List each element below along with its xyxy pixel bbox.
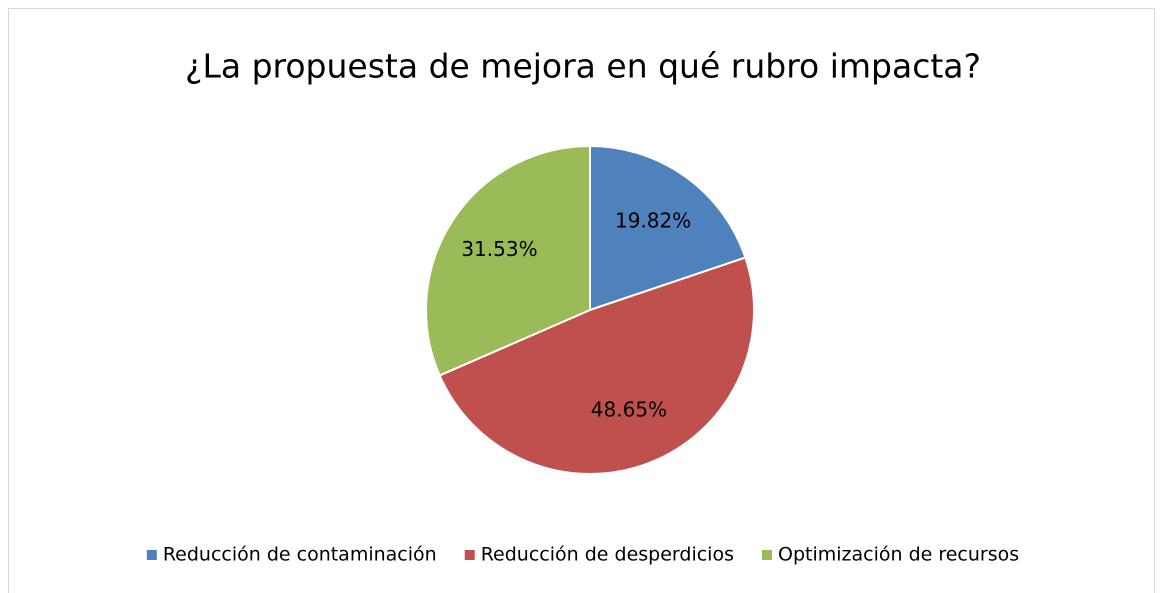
legend-marker (761, 550, 772, 560)
legend-marker (146, 550, 157, 560)
legend-label: Optimización de recursos (778, 544, 1019, 566)
legend-marker (464, 550, 475, 560)
data-label: 19.82% (615, 209, 691, 233)
pie-slice (589, 144, 747, 312)
pie-slice (438, 256, 756, 475)
legend-label: Reducción de contaminación (163, 544, 437, 566)
legend-label: Reducción de desperdicios (481, 544, 734, 566)
pie-slice (425, 144, 591, 377)
data-label: 48.65% (591, 397, 667, 421)
data-label: 31.53% (461, 237, 537, 261)
chart-title: ¿La propuesta de mejora en qué rubro imp… (185, 47, 981, 86)
